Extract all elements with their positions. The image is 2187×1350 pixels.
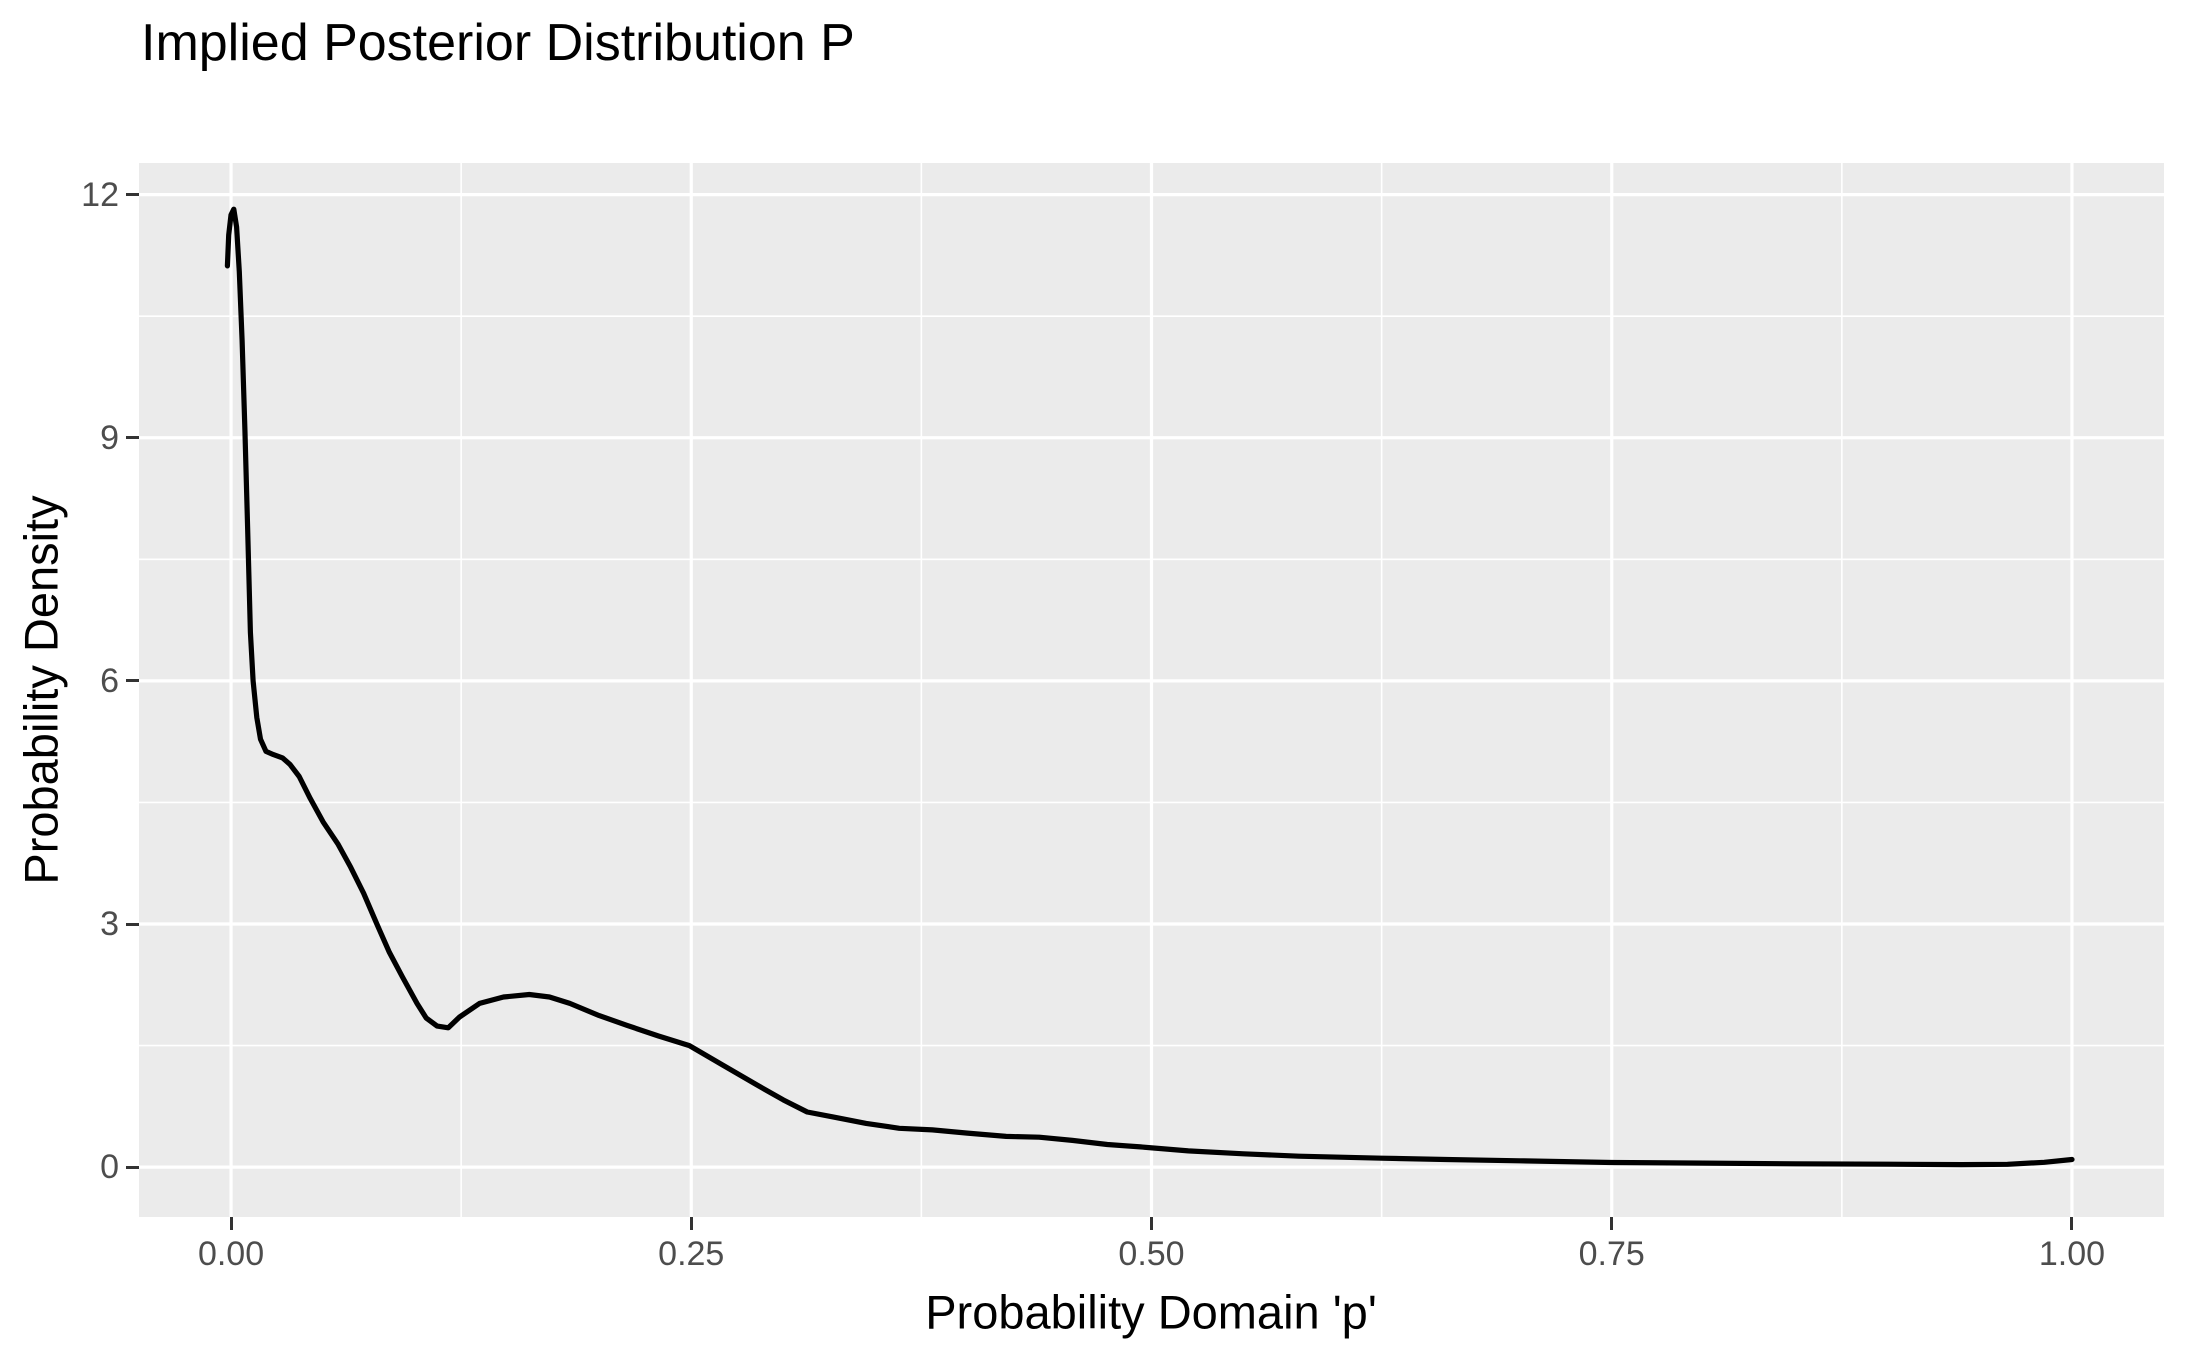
plot-panel: [139, 163, 2164, 1217]
x-tick-mark: [2070, 1217, 2074, 1230]
x-tick-label: 0.75: [1578, 1235, 1645, 1273]
y-axis-title: Probability Density: [14, 495, 68, 885]
x-tick-mark: [1610, 1217, 1614, 1230]
x-tick-mark: [1150, 1217, 1153, 1230]
y-tick-label: 0: [100, 1148, 119, 1187]
x-tick-label: 0.50: [1118, 1235, 1185, 1273]
x-tick-mark: [229, 1217, 233, 1230]
y-tick-label: 9: [100, 418, 119, 457]
y-tick-label: 12: [81, 175, 119, 214]
y-tick-mark: [126, 193, 139, 197]
y-tick-mark: [126, 679, 139, 683]
y-tick-label: 6: [100, 661, 119, 700]
y-tick-mark: [126, 1165, 139, 1169]
y-tick-mark: [126, 922, 139, 926]
plot-canvas: [139, 163, 2164, 1217]
x-tick-label: 0.00: [197, 1235, 265, 1273]
y-tick-label: 3: [100, 905, 119, 944]
y-tick-mark: [126, 436, 139, 440]
posterior-density-curve: [224, 206, 2075, 1168]
x-tick-mark: [689, 1217, 693, 1230]
x-axis-title: Probability Domain 'p': [925, 1285, 1377, 1339]
plot-title: Implied Posterior Distribution P: [141, 14, 855, 72]
x-tick-label: 1.00: [2038, 1235, 2106, 1273]
x-tick-label: 0.25: [658, 1235, 725, 1273]
